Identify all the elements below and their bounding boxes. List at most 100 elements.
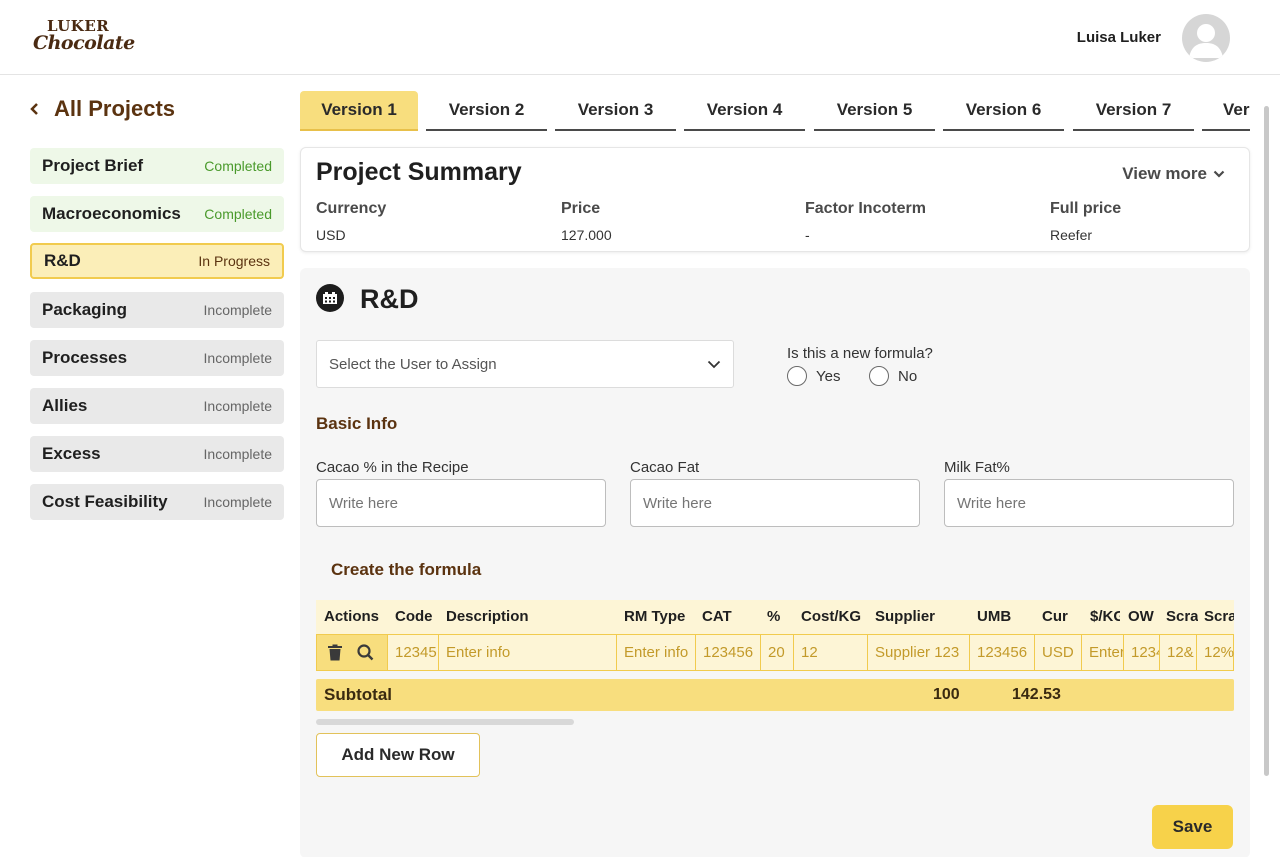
col-scrap-2: Scrap [1204,608,1234,625]
status-badge: Incomplete [203,494,272,510]
chevron-left-icon [30,103,38,115]
cell-ow[interactable]: 1234 [1124,635,1160,670]
radio-no-label: No [898,367,918,385]
table-horizontal-scrollbar[interactable] [316,719,574,725]
cacao-percent-input[interactable] [316,479,606,527]
sidebar-item-project-brief[interactable]: Project Brief Completed [30,148,284,184]
summary-full-price: Full price Reefer [1050,200,1121,243]
radio-yes[interactable]: Yes [787,366,840,386]
radio-circle[interactable] [869,366,889,386]
sidebar-item-cost-feasibility[interactable]: Cost Feasibility Incomplete [30,484,284,520]
search-icon[interactable] [357,644,374,661]
cell-usd-kg[interactable]: Enter [1082,635,1124,670]
row-actions [317,635,388,670]
col-umb: UMB [977,608,1012,625]
trash-icon[interactable] [327,644,343,661]
sidebar-item-label: Allies [42,396,88,415]
sidebar-item-macroeconomics[interactable]: Macroeconomics Completed [30,196,284,232]
tab-version-5[interactable]: Version 5 [814,91,935,131]
user-name: Luisa Luker [1076,29,1161,46]
summary-key: Price [561,200,601,217]
cell-cur[interactable]: USD [1035,635,1082,670]
summary-price: Price 127.000 [561,200,612,243]
cell-scrap-2[interactable]: 12% [1204,644,1234,661]
view-more-button[interactable]: View more [1122,164,1225,184]
assign-user-placeholder: Select the User to Assign [329,355,497,373]
cell-umb[interactable]: 123456 [970,635,1035,670]
cell-cat[interactable]: 123456 [696,635,761,670]
summary-title: Project Summary [316,158,522,186]
summary-currency: Currency USD [316,200,386,243]
col-cat: CAT [702,608,732,625]
col-actions: Actions [324,608,380,625]
building-icon [316,284,344,312]
milk-fat-label: Milk Fat% [944,459,1010,476]
luker-chocolate-logo[interactable]: LUKER Chocolate [33,18,135,58]
summary-value: USD [316,227,346,243]
status-badge: Incomplete [203,302,272,318]
sidebar-item-label: Macroeconomics [42,204,181,223]
radio-yes-label: Yes [816,367,841,385]
subtotal-percent: 100 [933,686,960,703]
formula-table-header: Actions Code Description RM Type CAT % C… [316,600,1234,634]
tab-version-2[interactable]: Version 2 [426,91,547,131]
sidebar-item-rd[interactable]: R&D In Progress [30,243,284,279]
tab-version-8[interactable]: Version 8 [1202,91,1250,131]
tab-version-7[interactable]: Version 7 [1073,91,1194,131]
cell-code[interactable]: 12345 [388,635,439,670]
sidebar-item-label: R&D [44,251,81,270]
subtotal-cost: 142.53 [1012,686,1061,703]
cell-rm-type[interactable]: Enter info [617,635,696,670]
sidebar-item-processes[interactable]: Processes Incomplete [30,340,284,376]
status-badge: Incomplete [203,446,272,462]
status-badge: Completed [204,158,272,174]
summary-factor-incoterm: Factor Incoterm - [805,200,926,243]
user-silhouette-icon [1189,24,1223,58]
sidebar-item-label: Excess [42,444,101,463]
assign-user-select[interactable]: Select the User to Assign [316,340,734,388]
cacao-fat-label: Cacao Fat [630,459,700,476]
cell-percent[interactable]: 20 [761,635,794,670]
cacao-fat-input[interactable] [630,479,920,527]
view-more-label: View more [1122,164,1207,183]
cell-scrap-1[interactable]: 12& [1160,635,1197,670]
cell-supplier[interactable]: Supplier 123 [868,635,970,670]
all-projects-back-link[interactable]: All Projects [30,96,175,122]
logo-text-bottom: Chocolate [33,32,135,54]
page-scrollbar[interactable] [1264,106,1269,776]
sidebar-item-excess[interactable]: Excess Incomplete [30,436,284,472]
status-badge: Completed [204,206,272,222]
tab-version-3[interactable]: Version 3 [555,91,676,131]
sidebar-item-label: Packaging [42,300,128,319]
project-summary-card: Project Summary View more Currency USD P… [300,147,1250,252]
table-row: 12345 Enter info Enter info 123456 20 12… [316,634,1234,671]
sidebar-item-label: Project Brief [42,156,144,175]
chevron-down-icon [707,360,721,368]
tab-version-1[interactable]: Version 1 [300,91,418,131]
add-new-row-button[interactable]: Add New Row [316,733,480,777]
cell-description[interactable]: Enter info [439,635,617,670]
create-formula-heading: Create the formula [331,560,482,579]
sidebar-item-packaging[interactable]: Packaging Incomplete [30,292,284,328]
tab-version-6[interactable]: Version 6 [943,91,1064,131]
radio-circle[interactable] [787,366,807,386]
summary-value: - [805,227,810,243]
milk-fat-input[interactable] [944,479,1234,527]
status-badge: In Progress [198,253,270,269]
col-ow: OW [1128,608,1154,625]
sidebar-item-allies[interactable]: Allies Incomplete [30,388,284,424]
status-badge: Incomplete [203,350,272,366]
status-badge: Incomplete [203,398,272,414]
avatar[interactable] [1182,14,1230,62]
radio-no[interactable]: No [869,366,917,386]
tab-version-4[interactable]: Version 4 [684,91,805,131]
rd-section: R&D Select the User to Assign Is this a … [300,268,1250,857]
col-percent: % [767,608,781,625]
col-description: Description [446,608,529,625]
summary-value: 127.000 [561,227,612,243]
save-button[interactable]: Save [1152,805,1233,849]
cell-cost-kg[interactable]: 12 [794,635,868,670]
cacao-percent-label: Cacao % in the Recipe [316,459,469,476]
col-cur: Cur [1042,608,1068,625]
chevron-down-icon [1213,170,1225,178]
